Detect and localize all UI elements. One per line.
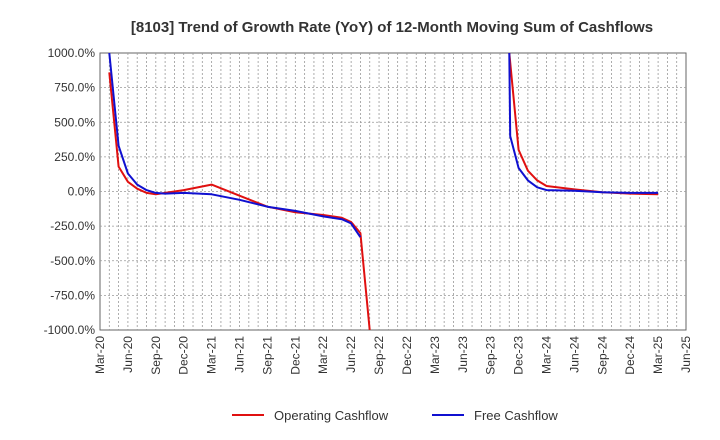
x-tick-label: Mar-22 bbox=[316, 336, 330, 374]
y-tick-label: 1000.0% bbox=[48, 46, 96, 60]
x-tick-label: Sep-20 bbox=[149, 336, 163, 375]
x-tick-label: Dec-23 bbox=[512, 336, 526, 375]
x-tick-label: Mar-20 bbox=[93, 336, 107, 374]
legend-label: Operating Cashflow bbox=[274, 408, 389, 423]
series-free-cashflow bbox=[108, 53, 659, 238]
x-tick-label: Mar-25 bbox=[651, 336, 665, 374]
y-axis: 1000.0% 750.0% 500.0% 250.0% 0.0% -250.0% -500… bbox=[44, 46, 96, 337]
x-tick-label: Jun-23 bbox=[456, 336, 470, 373]
x-tick-label: Sep-23 bbox=[484, 336, 498, 375]
x-tick-label: Mar-21 bbox=[205, 336, 219, 374]
x-tick-label: Jun-24 bbox=[567, 336, 581, 373]
x-tick-label: Jun-22 bbox=[344, 336, 358, 373]
plot-area bbox=[108, 53, 659, 330]
y-tick-label: 500.0% bbox=[54, 115, 95, 129]
x-tick-label: Dec-22 bbox=[400, 336, 414, 375]
y-tick-label: -1000.0% bbox=[44, 323, 96, 337]
y-tick-label: 250.0% bbox=[54, 150, 95, 164]
legend: Operating Cashflow Free Cashflow bbox=[232, 408, 558, 423]
x-tick-label: Mar-23 bbox=[428, 336, 442, 374]
x-tick-label: Dec-24 bbox=[623, 336, 637, 375]
series-line bbox=[108, 72, 371, 330]
x-tick-label: Jun-21 bbox=[233, 336, 247, 373]
series-line bbox=[108, 53, 362, 238]
series-line bbox=[508, 53, 659, 194]
y-tick-label: -500.0% bbox=[50, 254, 95, 268]
y-tick-label: -750.0% bbox=[50, 288, 95, 302]
x-tick-label: Dec-20 bbox=[177, 336, 191, 375]
y-tick-label: 750.0% bbox=[54, 81, 95, 95]
x-tick-label: Sep-21 bbox=[260, 336, 274, 375]
y-tick-label: -250.0% bbox=[50, 219, 95, 233]
x-tick-label: Mar-24 bbox=[539, 336, 553, 374]
x-tick-label: Sep-24 bbox=[595, 336, 609, 375]
legend-label: Free Cashflow bbox=[474, 408, 558, 423]
x-tick-label: Sep-22 bbox=[372, 336, 386, 375]
chart-title: [8103] Trend of Growth Rate (YoY) of 12-… bbox=[131, 19, 653, 36]
x-tick-label: Dec-21 bbox=[288, 336, 302, 375]
x-tick-label: Jun-20 bbox=[121, 336, 135, 373]
y-tick-label: 0.0% bbox=[68, 185, 96, 199]
x-axis: Mar-20 Jun-20 Sep-20 Dec-20 Mar-21 Jun-21 Sep-… bbox=[93, 336, 693, 375]
x-tick-label: Jun-25 bbox=[679, 336, 693, 373]
